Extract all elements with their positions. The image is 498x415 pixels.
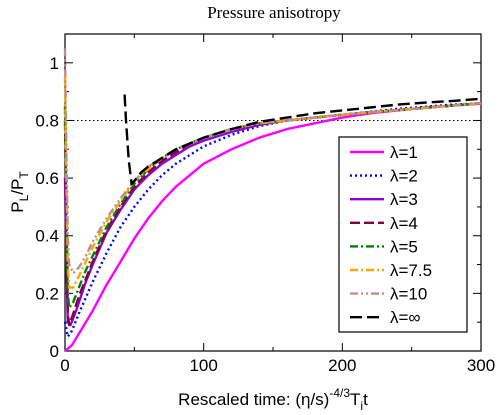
y-axis-label-L: L bbox=[17, 194, 31, 201]
y-axis-label-slash: /P bbox=[8, 179, 27, 195]
y-tick-label: 0.8 bbox=[35, 111, 59, 130]
legend-label-2: λ=2 bbox=[390, 167, 418, 186]
series-line-8 bbox=[123, 94, 482, 186]
chart-title: Pressure anisotropy bbox=[207, 3, 341, 22]
y-tick-label: 1 bbox=[50, 54, 59, 73]
y-tick-label: 0 bbox=[50, 342, 59, 361]
y-tick-label: 0.2 bbox=[35, 284, 59, 303]
legend-items: λ=1 λ=2 λ=3 λ=4 λ=5 λ=7.5 λ=10 λ=∞ bbox=[350, 143, 432, 327]
legend-label-4: λ=4 bbox=[390, 214, 418, 233]
series-line-2 bbox=[63, 102, 482, 338]
legend-label-5: λ=5 bbox=[390, 237, 418, 256]
legend-label-1: λ=1 bbox=[390, 143, 418, 162]
x-axis-label-t: t bbox=[363, 390, 368, 409]
legend-label-7: λ=10 bbox=[390, 285, 427, 304]
series-line-4 bbox=[63, 102, 482, 327]
x-tick-label: 300 bbox=[467, 356, 495, 375]
legend-box bbox=[338, 136, 468, 333]
legend: λ=1 λ=2 λ=3 λ=4 λ=5 λ=7.5 λ=10 λ=∞ bbox=[338, 136, 468, 333]
y-axis-label: PL/PT bbox=[8, 171, 31, 213]
x-axis-label: Rescaled time: (η/s)-4/3Tit bbox=[178, 386, 368, 413]
x-axis-label-subscript: i bbox=[360, 399, 363, 413]
legend-label-8: λ=∞ bbox=[390, 308, 421, 327]
x-axis-label-main: Rescaled time: (η/s) bbox=[178, 390, 329, 409]
y-tick-label: 0.6 bbox=[35, 169, 59, 188]
x-axis-label-T: T bbox=[350, 390, 360, 409]
series-layer bbox=[63, 48, 482, 352]
series-line-7 bbox=[63, 48, 482, 275]
legend-label-6: λ=7.5 bbox=[390, 261, 432, 280]
y-axis-label-T: T bbox=[17, 171, 31, 179]
y-axis-label-P: P bbox=[8, 201, 27, 212]
legend-label-3: λ=3 bbox=[390, 190, 418, 209]
axis-ticks: 0 100 200 300 0 0.2 0.4 0.6 0.8 1 bbox=[35, 33, 495, 375]
x-tick-label: 100 bbox=[189, 356, 217, 375]
x-tick-label: 0 bbox=[60, 356, 69, 375]
x-tick-label: 200 bbox=[328, 356, 356, 375]
x-axis-label-exponent: -4/3 bbox=[329, 386, 350, 400]
y-tick-label: 0.4 bbox=[35, 227, 59, 246]
